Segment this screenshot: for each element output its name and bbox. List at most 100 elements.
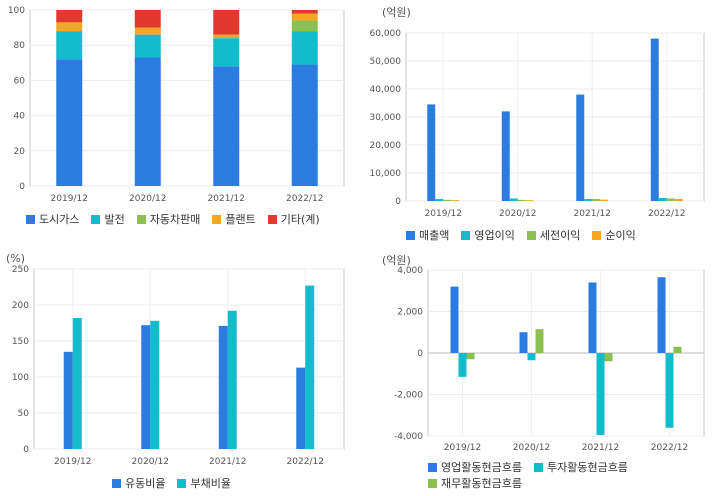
- legend-segment-share: 도시가스 발전 자동차판매 플랜트 기타(계): [26, 212, 346, 228]
- legend-item: 유동비율: [112, 476, 165, 492]
- bar-2-2022/12: [665, 353, 674, 428]
- bar-3-2022/12: [673, 346, 682, 353]
- y-tick-label: 20,000: [370, 141, 402, 151]
- bar-1-2022/12: [296, 367, 306, 449]
- bar-4-2021/12: [213, 34, 240, 39]
- legend-cashflow: 영업활동현금흐름 투자활동현금흐름재무활동현금흐름: [428, 460, 688, 492]
- x-tick-label: 2020/12: [499, 209, 536, 219]
- chart-svg-ratios: 0 50 100 150 200 250 2019/12 2020/12 2021/12 2022…: [12, 265, 345, 467]
- bar-2-2022/12: [658, 197, 667, 201]
- y-tick-label: 40,000: [370, 85, 402, 95]
- bar-5-2021/12: [213, 10, 240, 35]
- bar-3-2020/12: [535, 329, 544, 353]
- bar-2-2022/12: [291, 31, 318, 65]
- bar-2-2019/12: [458, 353, 467, 377]
- legend-label: 부채비율: [190, 477, 231, 490]
- bar-3-2021/12: [604, 353, 613, 362]
- bar-2-2020/12: [509, 198, 518, 201]
- x-tick-label: 2020/12: [513, 443, 550, 453]
- legend-swatch: [212, 215, 222, 224]
- legend-item: 재무활동현금흐름: [428, 476, 522, 492]
- legend-label: 유동비율: [125, 477, 166, 490]
- chart-panel-segment-share: 0 20 40 60 80 100 2019/12 2020/12 2021/12 2022/12…: [0, 0, 360, 248]
- chart-panel-cashflow: (억원) -4,000 -2,000 0 2,000 4,000 2019/12 2020/…: [360, 248, 720, 496]
- y-tick-label: 100: [8, 6, 25, 16]
- legend-item: 자동차판매: [136, 212, 201, 228]
- legend-income: 매출액 영업이익 세전이익 순이익: [406, 228, 706, 244]
- bar-3-2019/12: [466, 353, 475, 360]
- unit-label-income: (억원): [382, 6, 411, 19]
- chart-svg-segment-share: 0 20 40 60 80 100 2019/12 2020/12 2021/12 2022/12: [8, 6, 345, 204]
- legend-label: 발전: [104, 213, 125, 226]
- x-tick-label: 2019/12: [425, 209, 462, 219]
- legend-label: 재무활동현금흐름: [441, 477, 522, 490]
- bar-1-2022/12: [657, 277, 666, 353]
- y-tick-label: 0: [23, 445, 29, 455]
- bar-2-2021/12: [584, 199, 593, 201]
- y-tick-label: 80: [14, 41, 26, 51]
- x-tick-label: 2022/12: [286, 194, 323, 204]
- chart-panel-income: (억원) 0 10,000 20,000 30,000 40,000 50,000 60,0…: [360, 0, 720, 248]
- bar-1-2021/12: [576, 94, 585, 201]
- bar-5-2022/12: [291, 10, 318, 14]
- legend-label: 순이익: [605, 229, 636, 242]
- y-tick-label: -4,000: [394, 432, 423, 442]
- legend-item: 세전이익: [526, 228, 581, 244]
- y-tick-label: 30,000: [370, 113, 402, 123]
- y-tick-label: 150: [12, 337, 29, 347]
- legend-item: 기타(계): [267, 212, 320, 228]
- bar-2-2021/12: [596, 353, 605, 435]
- bar-1-2019/12: [63, 351, 73, 449]
- y-tick-label: 0: [395, 197, 401, 207]
- legend-label: 매출액: [419, 229, 450, 242]
- x-tick-label: 2021/12: [209, 457, 246, 467]
- legend-swatch: [428, 463, 437, 472]
- y-tick-label: -2,000: [394, 391, 423, 401]
- bar-2-2019/12: [435, 199, 444, 201]
- legend-swatch: [592, 231, 602, 240]
- bar-3-2021/12: [592, 199, 601, 201]
- bar-5-2019/12: [56, 10, 83, 23]
- y-tick-label: 50,000: [370, 57, 402, 67]
- bar-2-2022/12: [305, 285, 315, 449]
- legend-item: 발전: [91, 212, 125, 228]
- legend-item: 플랜트: [212, 212, 256, 228]
- y-tick-label: 200: [12, 301, 29, 311]
- y-tick-label: 0: [19, 182, 25, 192]
- legend-label: 자동차판매: [149, 213, 201, 226]
- legend-swatch: [526, 231, 536, 240]
- legend-label: 플랜트: [225, 213, 256, 226]
- y-tick-label: 250: [12, 265, 29, 275]
- bar-1-2020/12: [501, 111, 510, 201]
- y-tick-label: 0: [417, 349, 423, 359]
- bar-4-2019/12: [451, 200, 460, 201]
- legend-swatch: [26, 215, 35, 224]
- legend-label: 도시가스: [39, 213, 80, 226]
- y-tick-label: 20: [14, 147, 26, 157]
- y-tick-label: 100: [12, 373, 29, 383]
- x-tick-label: 2022/12: [648, 209, 685, 219]
- legend-item: 영업이익: [461, 228, 515, 244]
- bar-2-2020/12: [527, 353, 536, 361]
- x-tick-label: 2021/12: [574, 209, 611, 219]
- bar-3-2022/12: [291, 20, 318, 32]
- legend-label: 세전이익: [539, 229, 581, 242]
- x-tick-label: 2020/12: [132, 457, 169, 467]
- bar-4-2022/12: [674, 199, 683, 201]
- bar-4-2019/12: [56, 22, 83, 32]
- legend-label: 기타(계): [280, 213, 320, 226]
- bar-3-2022/12: [666, 198, 675, 201]
- legend-item: 도시가스: [26, 212, 79, 228]
- legend-swatch: [533, 463, 543, 472]
- legend-item: 순이익: [592, 228, 636, 244]
- bar-5-2020/12: [134, 10, 161, 28]
- bar-4-2020/12: [134, 27, 161, 35]
- bar-4-2021/12: [600, 199, 609, 201]
- x-tick-label: 2019/12: [54, 457, 91, 467]
- y-tick-label: 60,000: [370, 29, 402, 39]
- legend-swatch: [136, 215, 146, 224]
- bar-2-2019/12: [72, 317, 82, 449]
- y-tick-label: 50: [18, 409, 30, 419]
- bar-1-2022/12: [291, 64, 318, 186]
- bar-1-2020/12: [134, 57, 161, 186]
